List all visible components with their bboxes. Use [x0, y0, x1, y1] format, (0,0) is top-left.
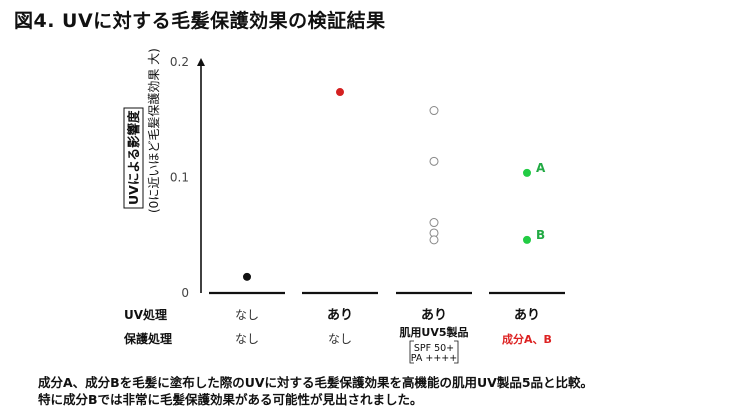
data-point: [429, 235, 439, 245]
y-axis-label-sub: (0に近いほど毛髪保護効果 大): [146, 48, 161, 213]
product-spf-label: SPF 50+: [414, 343, 454, 354]
y-tick-label: 0.1: [170, 171, 189, 185]
row-label-protect: 保護処理: [123, 331, 172, 346]
protect-category-label: なし: [235, 332, 259, 346]
product-pa-label: PA ++++: [411, 353, 457, 364]
data-point: [243, 272, 251, 281]
uv-category-label: なし: [235, 308, 259, 322]
protect-category-label: なし: [328, 332, 352, 346]
uv-category-label: あり: [421, 308, 447, 323]
y-axis-label: UVによる影響度 (0に近いほど毛髪保護効果 大): [123, 48, 161, 213]
row-label-uv: UV処理: [124, 307, 167, 322]
uv-category-label: あり: [327, 308, 353, 323]
data-point: [336, 88, 344, 97]
y-axis-arrow: [197, 58, 205, 66]
data-point-label: B: [536, 228, 545, 242]
data-point: [429, 106, 439, 116]
product-bracket-right: [454, 340, 459, 364]
protect-category-label: 肌用UV5製品: [398, 325, 468, 339]
data-point-label: A: [536, 161, 546, 175]
caption: 成分A、成分Bを毛髪に塗布した際のUVに対する毛髪保護効果を高機能の肌用UV製品…: [38, 374, 593, 408]
uv-category-label: あり: [514, 308, 540, 323]
protect-category-label: 成分A、B: [502, 332, 552, 346]
data-point: [523, 168, 531, 177]
caption-line-1: 成分A、成分Bを毛髪に塗布した際のUVに対する毛髪保護効果を高機能の肌用UV製品…: [38, 375, 594, 390]
y-tick-label: 0.2: [170, 55, 189, 69]
y-tick-label: 0: [181, 286, 189, 300]
data-point: [523, 235, 531, 244]
caption-line-2: 特に成分Bでは非常に毛髪保護効果がある可能性が見出されました。: [38, 392, 423, 407]
data-point: [429, 218, 439, 228]
product-bracket-left: [409, 340, 414, 364]
data-point: [429, 156, 439, 166]
chart-title: 図4. UVに対する毛髪保護効果の検証結果: [14, 10, 386, 32]
y-axis-label-main: UVによる影響度: [126, 110, 141, 205]
y-axis-label-box: [123, 107, 144, 209]
